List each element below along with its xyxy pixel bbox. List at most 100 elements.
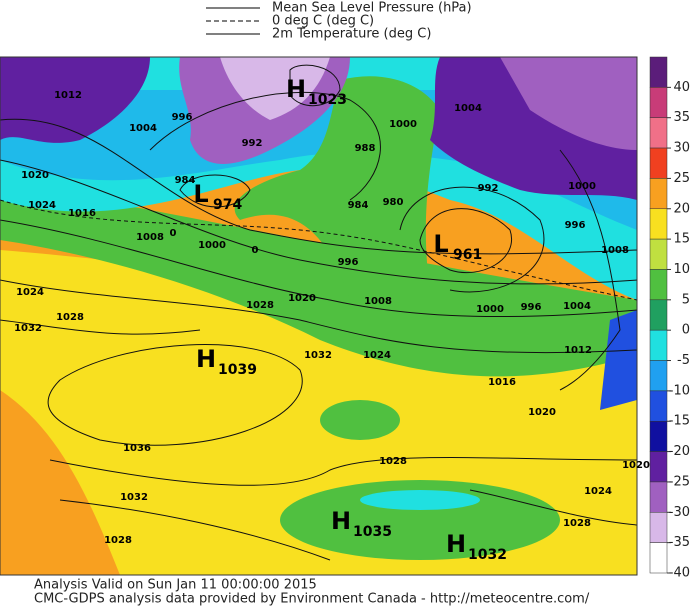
region — [320, 400, 400, 440]
center-letter: L — [433, 230, 448, 258]
isobar-label: 1008 — [364, 296, 392, 307]
isobar-label: 1032 — [120, 492, 148, 503]
color-cell — [649, 208, 668, 240]
region — [0, 185, 637, 377]
color-cell — [649, 390, 668, 422]
colorbar-label: -40 — [669, 566, 690, 581]
isobar-label: 1020 — [528, 407, 556, 418]
color-cell — [649, 329, 668, 361]
color-cell — [649, 238, 668, 270]
color-cell — [649, 178, 668, 210]
color-cell — [649, 451, 668, 483]
isobar-label: 1020 — [288, 293, 316, 304]
center-value: 1039 — [218, 362, 257, 378]
isobar-label: 1020 — [21, 170, 49, 181]
isobar-label: 1004 — [129, 123, 157, 134]
isobar-label: 980 — [383, 197, 404, 208]
isobar-label: 0 — [170, 228, 177, 239]
colorbar-label: 0 — [682, 323, 690, 338]
region — [220, 57, 330, 120]
isobar-label: 1028 — [56, 312, 84, 323]
isobar-label: 984 — [348, 200, 369, 211]
colorbar-label: -25 — [669, 474, 690, 489]
center-letter: H — [196, 345, 216, 373]
map-frame — [0, 56, 638, 576]
isobar-label: 996 — [565, 220, 586, 231]
colorbar-label: 20 — [673, 201, 690, 216]
region — [280, 480, 560, 560]
isobar-label: 1000 — [389, 119, 417, 130]
colorbar-label: -35 — [669, 535, 690, 550]
footer-line: Analysis Valid on Sun Jan 11 00:00:00 20… — [34, 578, 317, 593]
isobar-label: 1020 — [622, 460, 650, 471]
color-cell — [649, 542, 668, 574]
isobar-label: 1028 — [104, 535, 132, 546]
isobar-label: 1004 — [454, 103, 482, 114]
color-cell — [649, 87, 668, 118]
isobar-label: 988 — [355, 143, 376, 154]
color-cell — [649, 147, 668, 179]
isobars — [0, 64, 637, 561]
colorbar-label: 10 — [673, 262, 690, 277]
legend-label: 2m Temperature (deg C) — [272, 27, 431, 42]
isobar-label: 1028 — [246, 300, 274, 311]
center-letter: L — [193, 180, 208, 208]
isobar-label: 1024 — [363, 350, 391, 361]
color-cell — [649, 299, 668, 331]
colorbar-label: -5 — [677, 353, 690, 368]
isobar-label: 1016 — [488, 377, 516, 388]
center-value: 961 — [453, 247, 482, 263]
isobar-label: 1012 — [564, 345, 592, 356]
region — [500, 57, 637, 150]
center-value: 1032 — [468, 547, 507, 563]
colorbar-label: -10 — [669, 383, 690, 398]
colorbar-label: -20 — [669, 444, 690, 459]
center-value: 974 — [213, 197, 242, 213]
footer-line: CMC-GDPS analysis data provided by Envir… — [34, 592, 590, 607]
color-cell — [649, 481, 668, 513]
center-letter: H — [446, 530, 466, 558]
center-letter: H — [331, 507, 351, 535]
legend: Mean Sea Level Pressure (hPa) 0 deg C (d… — [206, 1, 472, 42]
isobar-label: 984 — [175, 175, 196, 186]
color-cell — [649, 56, 668, 88]
isobar-label: 1008 — [136, 232, 164, 243]
isobar-label: 1028 — [379, 456, 407, 467]
map — [0, 57, 637, 575]
isobar-label: 1024 — [28, 200, 56, 211]
isobar-label: 1000 — [476, 304, 504, 315]
region — [360, 490, 480, 510]
color-cell — [649, 360, 668, 392]
isobar-label: 996 — [338, 257, 359, 268]
isobar-label: 1036 — [123, 443, 151, 454]
isobar-label: 1024 — [584, 486, 612, 497]
isobar-label: 0 — [252, 245, 259, 256]
center-letter: H — [286, 75, 306, 103]
isobar-label: 1000 — [198, 240, 226, 251]
colorbar-label: 30 — [673, 141, 690, 156]
legend-label: 0 deg C (deg C) — [272, 14, 374, 29]
color-cell — [649, 269, 668, 301]
region — [600, 310, 637, 410]
region — [234, 76, 440, 300]
isobar-label: 1004 — [563, 301, 591, 312]
colorbar-label: -30 — [669, 505, 690, 520]
center-value: 1035 — [353, 524, 392, 540]
isobar-label: 1008 — [601, 245, 629, 256]
colorbar-label: 15 — [673, 232, 690, 247]
center-value: 1023 — [308, 92, 347, 108]
colorbar-label: 35 — [673, 110, 690, 125]
isobar-label: 992 — [242, 138, 263, 149]
legend-label: Mean Sea Level Pressure (hPa) — [272, 1, 472, 16]
isobar-label: 996 — [521, 302, 542, 313]
isobar-label: 1012 — [54, 90, 82, 101]
isobar-label: 992 — [478, 183, 499, 194]
colorbar-label: 25 — [673, 171, 690, 186]
isobar-label: 1024 — [16, 287, 44, 298]
isobar-label: 996 — [172, 112, 193, 123]
color-cell — [649, 512, 668, 543]
color-cell — [649, 117, 668, 149]
isobar-label: 1000 — [568, 181, 596, 192]
isobar-label: 1032 — [304, 350, 332, 361]
